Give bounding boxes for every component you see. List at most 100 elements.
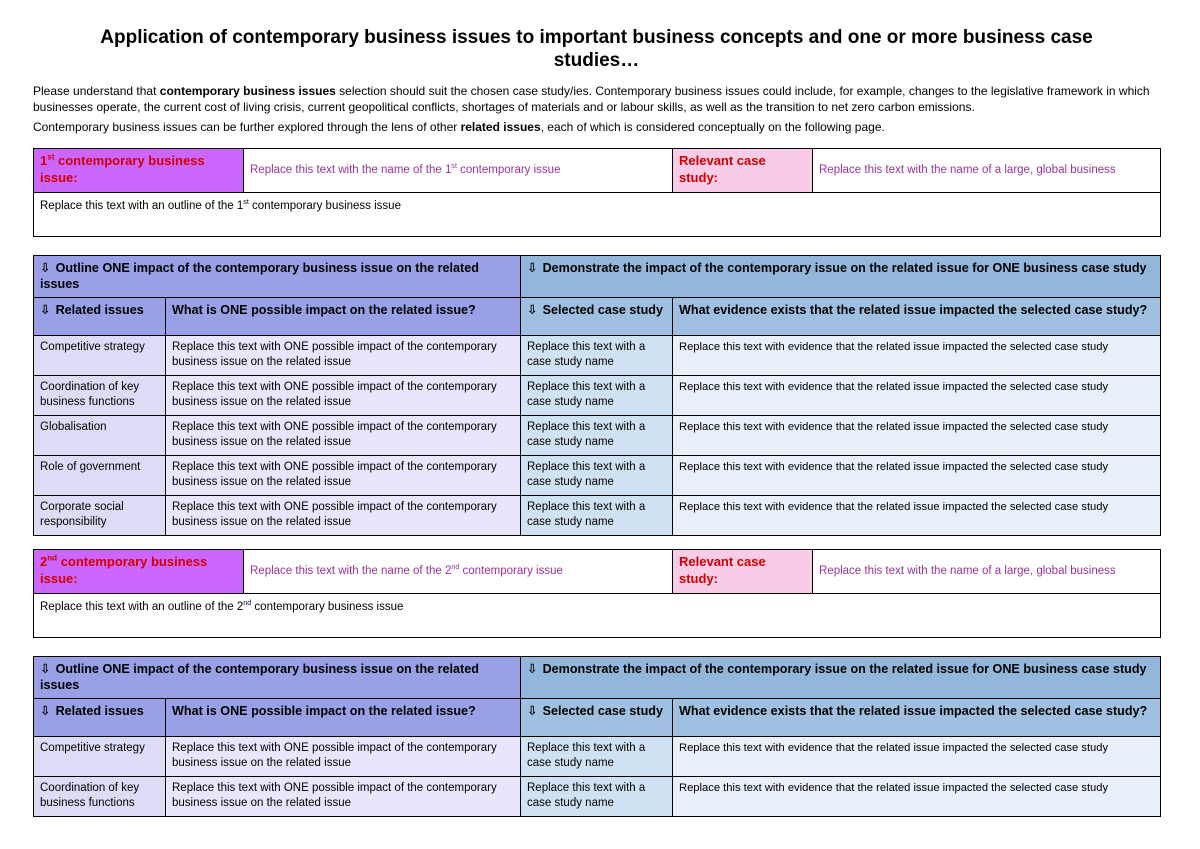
related-issue-cell: Competitive strategy — [33, 335, 166, 377]
impact-placeholder-cell[interactable]: Replace this text with ONE possible impa… — [165, 495, 521, 537]
impact-placeholder-cell[interactable]: Replace this text with ONE possible impa… — [165, 776, 521, 818]
down-arrow-icon: ⇩ — [40, 303, 51, 318]
impact-placeholder-cell[interactable]: Replace this text with ONE possible impa… — [165, 736, 521, 778]
placeholder-text: Replace this text with the name of the 1 — [250, 164, 452, 177]
related-issue-cell: Globalisation — [33, 415, 166, 457]
intro-text-run: selection should suit the chosen case st… — [33, 84, 1150, 114]
related-issue-row: Coordination of key business functions R… — [33, 776, 1161, 818]
issue-1-label-cell: 1st contemporary business issue: — [33, 148, 244, 194]
header-text: Outline ONE impact of the contemporary b… — [40, 261, 479, 292]
issue-1-case-name-placeholder[interactable]: Replace this text with the name of a lar… — [812, 148, 1161, 194]
impact-table-2-span-header-row: ⇩ Outline ONE impact of the contemporary … — [33, 656, 1161, 700]
column-header-related-issues: ⇩ Related issues — [33, 698, 166, 738]
issue-ordinal-suffix: st — [243, 198, 249, 207]
evidence-placeholder-cell[interactable]: Replace this text with evidence that the… — [672, 375, 1161, 417]
issue-1-title-row: 1st contemporary business issue: Replace… — [33, 148, 1161, 194]
case-study-placeholder-cell[interactable]: Replace this text with a case study name — [520, 335, 673, 377]
header-text: Outline ONE impact of the contemporary b… — [40, 662, 479, 693]
intro-paragraph-2: Contemporary business issues can be furt… — [33, 120, 1160, 136]
column-header-possible-impact: What is ONE possible impact on the relat… — [165, 698, 521, 738]
impact-table-2-column-header-row: ⇩ Related issues What is ONE possible imp… — [33, 698, 1161, 738]
header-text: Related issues — [55, 704, 144, 719]
column-header-selected-case-study: ⇩ Selected case study — [520, 698, 673, 738]
issue-2-outline-placeholder[interactable]: Replace this text with an outline of the… — [33, 593, 1161, 639]
issue-1-name-placeholder[interactable]: Replace this text with the name of the 1… — [243, 148, 673, 194]
case-study-placeholder-cell[interactable]: Replace this text with a case study name — [520, 495, 673, 537]
evidence-placeholder-cell[interactable]: Replace this text with evidence that the… — [672, 736, 1161, 778]
header-demonstrate-impact: ⇩ Demonstrate the impact of the contempor… — [520, 656, 1161, 700]
issue-2-case-label-cell: Relevant case study: — [672, 549, 813, 595]
case-study-placeholder-cell[interactable]: Replace this text with a case study name — [520, 375, 673, 417]
case-study-label: Relevant case study: — [679, 153, 766, 186]
case-study-placeholder-cell[interactable]: Replace this text with a case study name — [520, 415, 673, 457]
issue-2-outline-row: Replace this text with an outline of the… — [33, 593, 1161, 639]
related-issue-row: Corporate social responsibility Replace … — [33, 495, 1161, 537]
issue-1-case-label-cell: Relevant case study: — [672, 148, 813, 194]
placeholder-text: contemporary business issue — [248, 200, 401, 213]
related-issue-row: Coordination of key business functions R… — [33, 375, 1161, 417]
impact-placeholder-cell[interactable]: Replace this text with ONE possible impa… — [165, 415, 521, 457]
case-study-label: Relevant case study: — [679, 554, 766, 587]
related-issue-row: Globalisation Replace this text with ONE… — [33, 415, 1161, 457]
placeholder-text: Replace this text with the name of the 2 — [250, 565, 452, 578]
case-study-placeholder-cell[interactable]: Replace this text with a case study name — [520, 455, 673, 497]
issue-2-title-row: 2nd contemporary business issue: Replace… — [33, 549, 1161, 595]
evidence-placeholder-cell[interactable]: Replace this text with evidence that the… — [672, 335, 1161, 377]
related-issue-row: Competitive strategy Replace this text w… — [33, 335, 1161, 377]
intro-text-run: , each of which is considered conceptual… — [540, 119, 885, 134]
evidence-placeholder-cell[interactable]: Replace this text with evidence that the… — [672, 415, 1161, 457]
related-issue-row: Role of government Replace this text wit… — [33, 455, 1161, 497]
column-header-selected-case-study: ⇩ Selected case study — [520, 297, 673, 337]
issue-label-text: contemporary business issue: — [40, 554, 208, 587]
down-arrow-icon: ⇩ — [527, 261, 538, 276]
header-outline-impact: ⇩ Outline ONE impact of the contemporary … — [33, 656, 521, 700]
issue-1-outline-placeholder[interactable]: Replace this text with an outline of the… — [33, 192, 1161, 238]
issue-ordinal-suffix: nd — [451, 563, 460, 572]
header-text: What evidence exists that the related is… — [679, 704, 1148, 719]
issue-ordinal-suffix: nd — [47, 553, 58, 563]
issue-label-text: contemporary business issue: — [40, 153, 205, 186]
evidence-placeholder-cell[interactable]: Replace this text with evidence that the… — [672, 776, 1161, 818]
impact-placeholder-cell[interactable]: Replace this text with ONE possible impa… — [165, 375, 521, 417]
header-text: Selected case study — [542, 303, 663, 318]
down-arrow-icon: ⇩ — [40, 704, 51, 719]
evidence-placeholder-cell[interactable]: Replace this text with evidence that the… — [672, 495, 1161, 537]
column-header-possible-impact: What is ONE possible impact on the relat… — [165, 297, 521, 337]
down-arrow-icon: ⇩ — [527, 704, 538, 719]
impact-table-2: ⇩ Outline ONE impact of the contemporary … — [33, 656, 1161, 818]
header-text: Related issues — [55, 303, 144, 318]
intro-bold-run: related issues — [460, 119, 541, 134]
related-issue-cell: Competitive strategy — [33, 736, 166, 778]
evidence-placeholder-cell[interactable]: Replace this text with evidence that the… — [672, 455, 1161, 497]
column-header-evidence: What evidence exists that the related is… — [672, 698, 1161, 738]
placeholder-text: contemporary issue — [459, 565, 563, 578]
intro-text-run: Please understand that — [33, 84, 160, 99]
header-text: Demonstrate the impact of the contempora… — [542, 662, 1147, 677]
issue-number: 2 — [40, 554, 48, 570]
case-study-placeholder-cell[interactable]: Replace this text with a case study name — [520, 776, 673, 818]
case-study-placeholder-cell[interactable]: Replace this text with a case study name — [520, 736, 673, 778]
issue-2-name-placeholder[interactable]: Replace this text with the name of the 2… — [243, 549, 673, 595]
related-issue-cell: Role of government — [33, 455, 166, 497]
header-outline-impact: ⇩ Outline ONE impact of the contemporary … — [33, 255, 521, 299]
issue-2-case-name-placeholder[interactable]: Replace this text with the name of a lar… — [812, 549, 1161, 595]
intro-paragraph-1: Please understand that contemporary busi… — [33, 84, 1160, 115]
impact-placeholder-cell[interactable]: Replace this text with ONE possible impa… — [165, 335, 521, 377]
issue-ordinal-suffix: st — [47, 152, 55, 162]
placeholder-text: contemporary business issue — [251, 601, 404, 614]
column-header-related-issues: ⇩ Related issues — [33, 297, 166, 337]
header-text: Selected case study — [542, 704, 663, 719]
intro-text-run: Contemporary business issues can be furt… — [33, 119, 461, 134]
column-header-evidence: What evidence exists that the related is… — [672, 297, 1161, 337]
down-arrow-icon: ⇩ — [527, 303, 538, 318]
placeholder-text: Replace this text with an outline of the… — [40, 200, 244, 213]
issue-1-outline-row: Replace this text with an outline of the… — [33, 192, 1161, 238]
issue-1-header-table: 1st contemporary business issue: Replace… — [33, 148, 1161, 238]
down-arrow-icon: ⇩ — [40, 261, 51, 276]
placeholder-text: Replace this text with an outline of the… — [40, 601, 244, 614]
intro-bold-run: contemporary business issues — [159, 84, 336, 99]
issue-ordinal-suffix: st — [451, 162, 457, 171]
impact-placeholder-cell[interactable]: Replace this text with ONE possible impa… — [165, 455, 521, 497]
header-text: What evidence exists that the related is… — [679, 303, 1148, 318]
